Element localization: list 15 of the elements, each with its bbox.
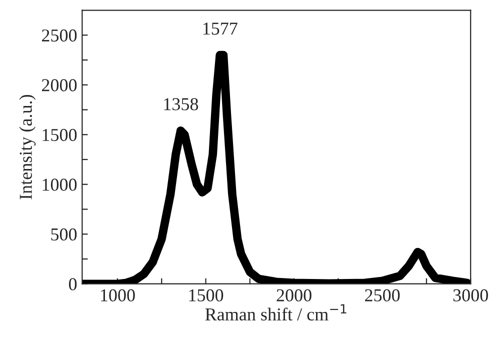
x-tick-label: 1000	[101, 289, 135, 302]
y-tick-label: 500	[51, 228, 77, 241]
x-axis-title: Raman shift / cm$^{−1}$	[205, 304, 346, 321]
y-tick-label: 1500	[42, 128, 77, 142]
y-tick-label: 2000	[42, 79, 77, 92]
y-tick-label: 2500	[42, 29, 77, 42]
annotation: 1577	[203, 22, 238, 35]
annotation: 1358	[164, 98, 198, 110]
x-tick-label: 3000	[453, 289, 488, 302]
y-tick-label: 0	[68, 278, 77, 290]
x-tick-label: 1500	[189, 289, 224, 302]
y-axis-title: Intensity (a.u.)	[19, 94, 36, 200]
y-tick-label: 1000	[42, 178, 77, 191]
x-tick-label: 2500	[365, 289, 400, 302]
x-tick-label: 2000	[276, 289, 312, 302]
